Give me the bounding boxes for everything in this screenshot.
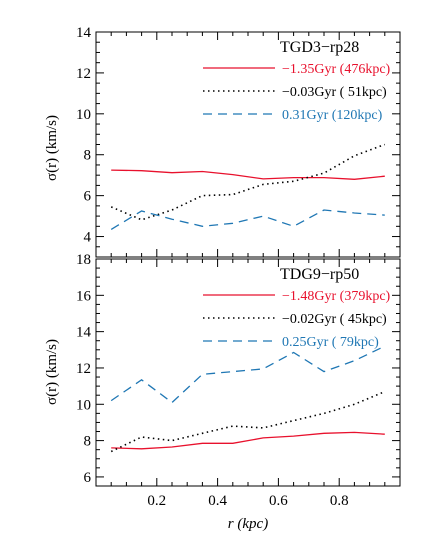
x-tick-label: 0.8 <box>330 493 349 509</box>
y-tick-label: 10 <box>76 107 91 123</box>
panel-bottom: 6 8 10 12 14 16 18 TDG9−rp50 −1.48Gyr (379kpc) −0… <box>76 252 401 487</box>
legend-label-0: −1.48Gyr (379kpc) <box>282 289 391 304</box>
y-axis-label-top: σ(r) (km/s) <box>44 115 60 181</box>
series-line-1 <box>110 143 386 221</box>
y-tick-label: 14 <box>76 325 92 341</box>
y-tick-label: 4 <box>84 230 92 246</box>
y-tick-label: 8 <box>84 434 92 450</box>
y-tick-label: 6 <box>84 470 92 486</box>
panel-title: TDG9−rp50 <box>280 266 359 283</box>
y-tick-label: 6 <box>84 189 92 205</box>
x-tick-label: 0.4 <box>208 493 227 509</box>
legend-label-2: 0.25Gyr ( 79kpc) <box>282 335 379 350</box>
series-line-1 <box>110 390 386 453</box>
legend-label-1: −0.02Gyr ( 45kpc) <box>282 312 387 327</box>
y-tick-label: 14 <box>76 25 92 41</box>
legend-label-0: −1.35Gyr (476kpc) <box>282 62 391 77</box>
y-tick-label: 10 <box>76 397 91 413</box>
series-line-0 <box>111 169 385 180</box>
y-tick-label: 12 <box>76 361 91 377</box>
series-line-2 <box>110 345 386 404</box>
series-line-2 <box>110 209 385 230</box>
series-line-0 <box>111 431 385 450</box>
y-axis-label-bottom: σ(r) (km/s) <box>44 339 60 405</box>
x-tick-label: 0.6 <box>269 493 288 509</box>
panel-top: 4 6 8 10 12 14 TGD3−rp28 −1.35Gyr (476kpc) −0.03… <box>76 25 401 258</box>
legend-label-2: 0.31Gyr (120kpc) <box>282 108 383 123</box>
legend-label-1: −0.03Gyr ( 51kpc) <box>282 85 387 100</box>
y-tick-label: 18 <box>76 252 91 268</box>
x-tick-label: 0.2 <box>147 493 166 509</box>
x-axis-label: r (kpc) <box>228 516 268 532</box>
y-tick-label: 16 <box>76 288 92 304</box>
y-tick-label: 8 <box>84 148 92 164</box>
y-tick-label: 12 <box>76 66 91 82</box>
x-axis: 0.2 0.4 0.6 0.8 <box>147 493 348 509</box>
panel-title: TGD3−rp28 <box>280 39 359 56</box>
